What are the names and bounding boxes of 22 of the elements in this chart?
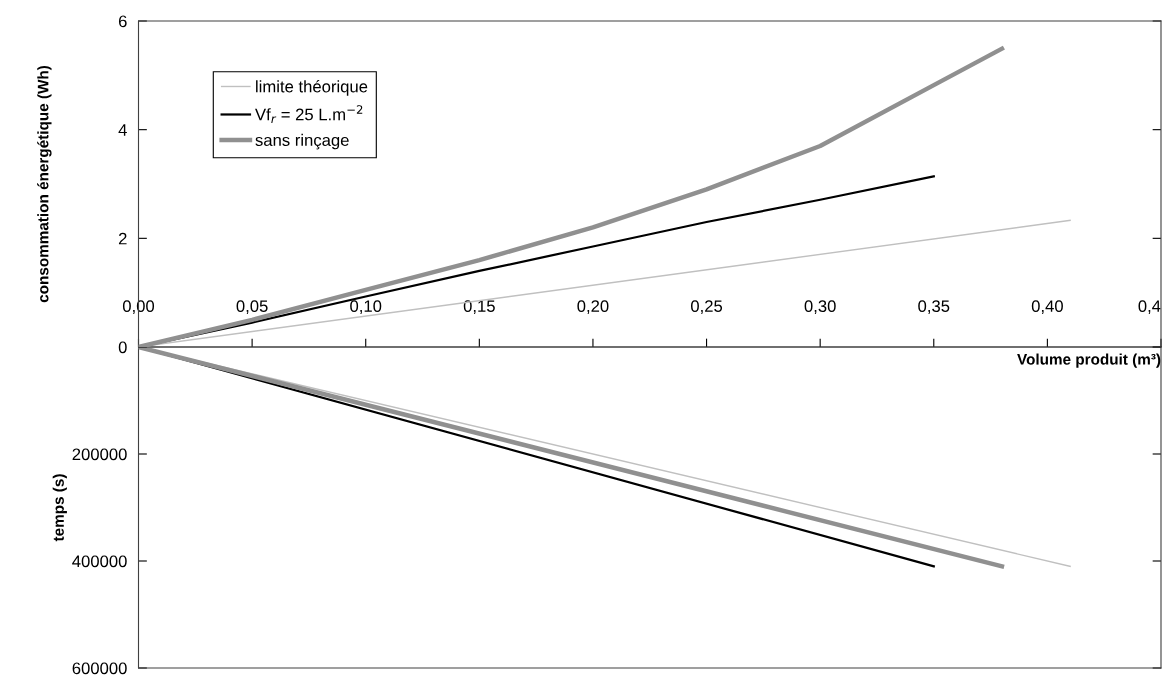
y-tick-label: 400000 xyxy=(72,555,127,568)
x-tick-label: 0,4 xyxy=(1138,300,1161,314)
x-tick-label: 0,05 xyxy=(236,300,268,314)
x-tick-label: 0,10 xyxy=(350,300,382,314)
legend-label: limite théorique xyxy=(256,80,368,96)
legend-label: sans rinçage xyxy=(255,133,349,150)
y-tick-label: 600000 xyxy=(72,662,127,675)
x-tick-label: 0,35 xyxy=(918,300,950,314)
y-axis-title: consommation énergétique (Wh) xyxy=(37,65,52,303)
y-tick-label: 4 xyxy=(118,124,127,136)
y-tick-label: 2 xyxy=(118,232,127,245)
x-tick-label: 0,25 xyxy=(690,300,723,314)
x-tick-label: 0,20 xyxy=(577,300,609,314)
x-tick-label: 0,15 xyxy=(463,300,495,314)
legend-label: Vf$_{r}$ = 25 L.m$^{−2}$ xyxy=(255,105,363,123)
y-tick-label: 0 xyxy=(118,341,127,354)
x-axis-title: Volume produit (m³) xyxy=(1017,353,1161,368)
y-tick-label: 6 xyxy=(118,15,127,28)
y-tick-label: 200000 xyxy=(72,448,127,461)
x-tick-label: 0,30 xyxy=(804,300,836,314)
x-tick-label: 0,40 xyxy=(1031,300,1063,314)
y-axis-title: temps (s) xyxy=(52,474,67,542)
